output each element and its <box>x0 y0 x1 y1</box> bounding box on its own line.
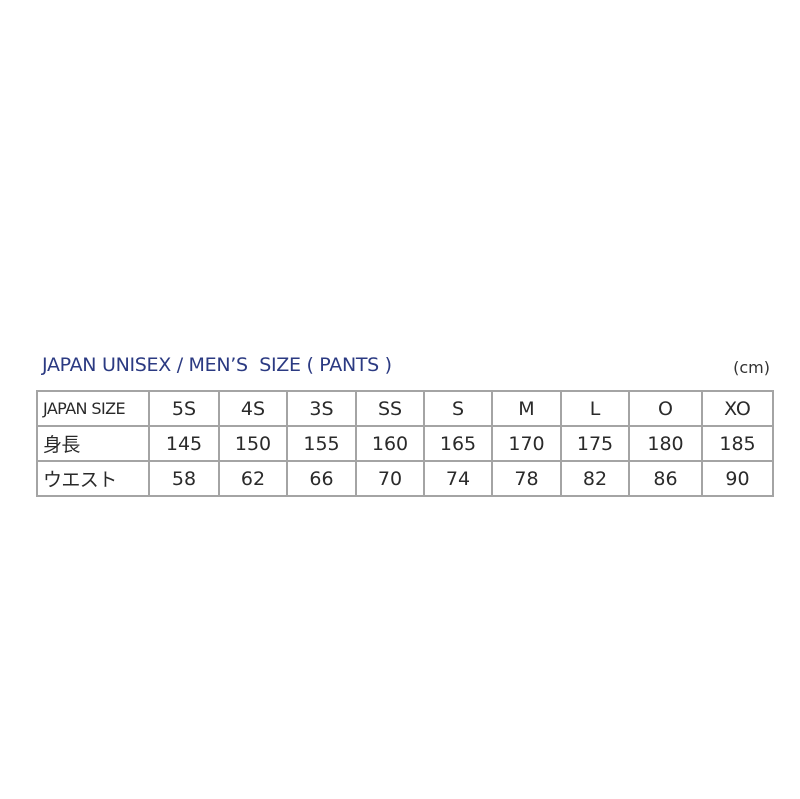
table-cell: 86 <box>628 460 703 497</box>
row-label: ウエスト <box>36 460 150 497</box>
table-cell: 70 <box>355 460 425 497</box>
size-table: JAPAN SIZE 5S 4S 3S SS S M L O XO 身長 145 150 155 160 16… <box>36 390 774 497</box>
table-cell: 175 <box>560 425 630 462</box>
row-label: JAPAN SIZE <box>36 390 150 427</box>
table-cell: XO <box>701 390 774 427</box>
table-cell: SS <box>355 390 425 427</box>
table-cell: 66 <box>286 460 357 497</box>
table-cell: S <box>423 390 493 427</box>
table-cell: 160 <box>355 425 425 462</box>
table-row: ウエスト 58 62 66 70 74 78 82 86 90 <box>36 460 774 497</box>
table-cell: 5S <box>148 390 220 427</box>
table-cell: 58 <box>148 460 220 497</box>
table-cell: 78 <box>491 460 562 497</box>
table-row: JAPAN SIZE 5S 4S 3S SS S M L O XO <box>36 390 774 427</box>
table-cell: 4S <box>218 390 288 427</box>
table-cell: 3S <box>286 390 357 427</box>
table-cell: 90 <box>701 460 774 497</box>
table-cell: 150 <box>218 425 288 462</box>
table-cell: 180 <box>628 425 703 462</box>
table-cell: M <box>491 390 562 427</box>
row-label: 身長 <box>36 425 150 462</box>
table-cell: L <box>560 390 630 427</box>
table-row: 身長 145 150 155 160 165 170 175 180 185 <box>36 425 774 462</box>
table-cell: 74 <box>423 460 493 497</box>
table-cell: 62 <box>218 460 288 497</box>
table-cell: 185 <box>701 425 774 462</box>
size-chart-title: JAPAN UNISEX / MEN’S SIZE ( PANTS ) <box>42 354 392 376</box>
table-cell: 165 <box>423 425 493 462</box>
unit-label: (cm) <box>733 358 770 377</box>
table-cell: 155 <box>286 425 357 462</box>
table-cell: 170 <box>491 425 562 462</box>
table-cell: O <box>628 390 703 427</box>
table-cell: 82 <box>560 460 630 497</box>
table-cell: 145 <box>148 425 220 462</box>
